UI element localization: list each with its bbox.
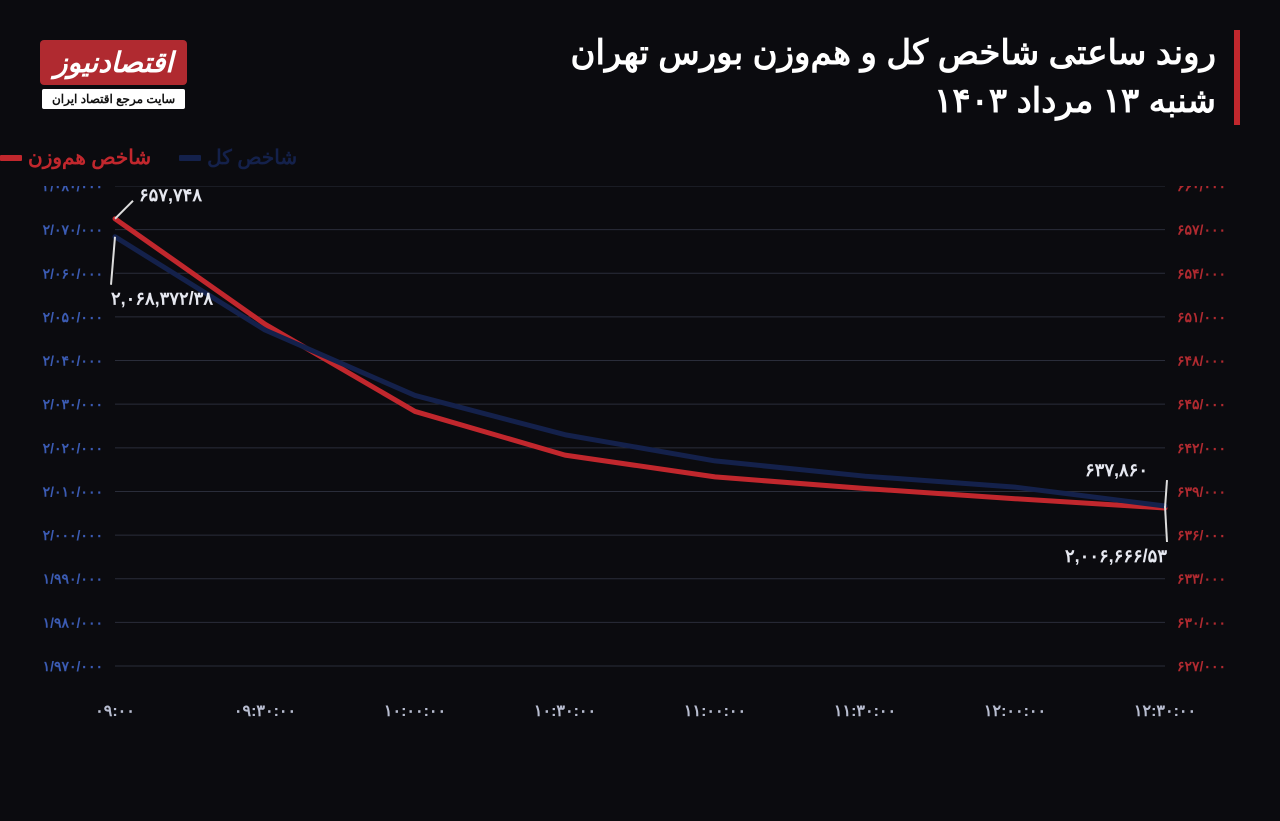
logo-subtitle: سایت مرجع اقتصاد ایران <box>42 89 185 109</box>
brand-logo: اقتصادنیوز سایت مرجع اقتصاد ایران <box>40 40 187 109</box>
svg-text:۲/۰۵۰/۰۰۰: ۲/۰۵۰/۰۰۰ <box>43 309 103 325</box>
svg-text:۲,۰۰۶,۶۶۶/۵۳: ۲,۰۰۶,۶۶۶/۵۳ <box>1065 546 1167 566</box>
svg-text:۲,۰۶۸,۳۷۲/۳۸: ۲,۰۶۸,۳۷۲/۳۸ <box>111 289 213 309</box>
svg-text:۲/۰۷۰/۰۰۰: ۲/۰۷۰/۰۰۰ <box>43 222 103 238</box>
svg-text:۱۲:۳۰:۰۰: ۱۲:۳۰:۰۰ <box>1134 703 1196 720</box>
svg-text:۶۳۰/۰۰۰: ۶۳۰/۰۰۰ <box>1177 615 1226 631</box>
svg-text:۰۹:۳۰:۰۰: ۰۹:۳۰:۰۰ <box>234 703 296 720</box>
legend-item-equal: شاخص هم‌وزن <box>0 145 151 170</box>
svg-text:۶۳۹/۰۰۰: ۶۳۹/۰۰۰ <box>1177 484 1226 500</box>
chart-legend: شاخص هم‌وزن شاخص کل <box>0 145 1280 186</box>
legend-label-equal: شاخص هم‌وزن <box>28 145 151 170</box>
title-line-1: روند ساعتی شاخص کل و هم‌وزن بورس تهران <box>570 30 1216 78</box>
svg-text:۶۵۷,۷۴۸: ۶۵۷,۷۴۸ <box>139 186 202 205</box>
legend-swatch-total <box>179 155 201 161</box>
svg-text:۰۹:۰۰: ۰۹:۰۰ <box>95 703 135 720</box>
svg-text:۶۴۸/۰۰۰: ۶۴۸/۰۰۰ <box>1177 353 1226 369</box>
svg-text:۲/۰۸۰/۰۰۰: ۲/۰۸۰/۰۰۰ <box>43 186 103 194</box>
svg-text:۱۰:۳۰:۰۰: ۱۰:۳۰:۰۰ <box>534 703 596 720</box>
svg-text:۶۳۷,۸۶۰: ۶۳۷,۸۶۰ <box>1085 460 1148 480</box>
title-line-2: شنبه ۱۳ مرداد ۱۴۰۳ <box>570 78 1216 126</box>
legend-swatch-equal <box>0 155 22 161</box>
svg-text:۲/۰۲۰/۰۰۰: ۲/۰۲۰/۰۰۰ <box>43 440 103 456</box>
svg-text:۲/۰۳۰/۰۰۰: ۲/۰۳۰/۰۰۰ <box>43 396 103 412</box>
svg-text:۱۲:۰۰:۰۰: ۱۲:۰۰:۰۰ <box>984 703 1046 720</box>
svg-text:۶۳۶/۰۰۰: ۶۳۶/۰۰۰ <box>1177 527 1226 543</box>
legend-label-total: شاخص کل <box>207 145 297 170</box>
svg-text:۱۰:۰۰:۰۰: ۱۰:۰۰:۰۰ <box>384 703 446 720</box>
svg-text:۲/۰۰۰/۰۰۰: ۲/۰۰۰/۰۰۰ <box>43 527 103 543</box>
svg-text:۱/۹۷۰/۰۰۰: ۱/۹۷۰/۰۰۰ <box>43 658 103 674</box>
logo-badge: اقتصادنیوز <box>40 40 187 85</box>
legend-item-total: شاخص کل <box>179 145 297 170</box>
svg-text:۲/۰۱۰/۰۰۰: ۲/۰۱۰/۰۰۰ <box>43 484 103 500</box>
svg-text:۶۳۳/۰۰۰: ۶۳۳/۰۰۰ <box>1177 571 1226 587</box>
title-block: روند ساعتی شاخص کل و هم‌وزن بورس تهران ش… <box>570 30 1240 125</box>
chart-area: ۲/۰۸۰/۰۰۰ ۶۶۰/۰۰۰ ۲/۰۷۰/۰۰۰ ۶۵۷/۰۰۰ ۲/۰۶۰/۰۰… <box>20 186 1260 766</box>
svg-text:۲/۰۴۰/۰۰۰: ۲/۰۴۰/۰۰۰ <box>43 353 103 369</box>
svg-text:۶۵۷/۰۰۰: ۶۵۷/۰۰۰ <box>1177 222 1226 238</box>
svg-text:۶۵۴/۰۰۰: ۶۵۴/۰۰۰ <box>1177 265 1226 281</box>
svg-text:۲/۰۶۰/۰۰۰: ۲/۰۶۰/۰۰۰ <box>43 265 103 281</box>
svg-text:۱/۹۹۰/۰۰۰: ۱/۹۹۰/۰۰۰ <box>43 571 103 587</box>
svg-text:۶۵۱/۰۰۰: ۶۵۱/۰۰۰ <box>1177 309 1226 325</box>
svg-text:۱۱:۳۰:۰۰: ۱۱:۳۰:۰۰ <box>834 703 896 720</box>
line-chart: ۲/۰۸۰/۰۰۰ ۶۶۰/۰۰۰ ۲/۰۷۰/۰۰۰ ۶۵۷/۰۰۰ ۲/۰۶۰/۰۰… <box>20 186 1260 766</box>
svg-text:۶۴۵/۰۰۰: ۶۴۵/۰۰۰ <box>1177 396 1226 412</box>
svg-text:۱/۹۸۰/۰۰۰: ۱/۹۸۰/۰۰۰ <box>43 615 103 631</box>
svg-text:۶۲۷/۰۰۰: ۶۲۷/۰۰۰ <box>1177 658 1226 674</box>
svg-text:۱۱:۰۰:۰۰: ۱۱:۰۰:۰۰ <box>684 703 746 720</box>
svg-text:۶۶۰/۰۰۰: ۶۶۰/۰۰۰ <box>1177 186 1226 194</box>
svg-text:۶۴۲/۰۰۰: ۶۴۲/۰۰۰ <box>1177 440 1226 456</box>
